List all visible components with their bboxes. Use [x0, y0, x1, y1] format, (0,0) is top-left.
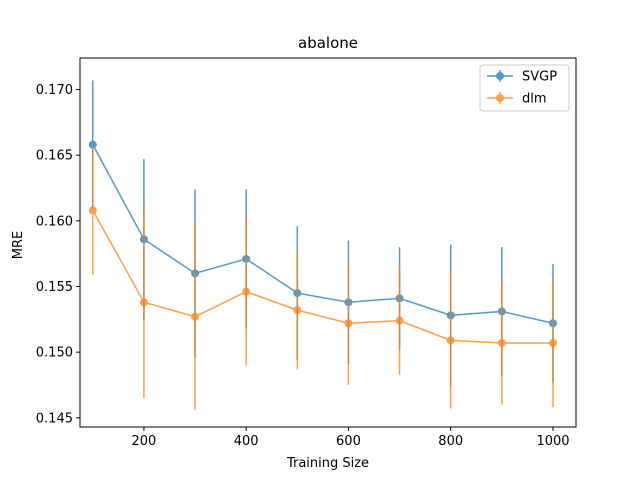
legend-marker-svgp [496, 72, 504, 80]
plot-content [88, 80, 557, 410]
y-tick-label: 0.165 [36, 149, 73, 164]
data-point-dlm [139, 298, 148, 307]
data-point-dlm [88, 206, 97, 215]
axes-frame [79, 57, 577, 428]
data-point-dlm [344, 319, 353, 328]
x-tick-label: 600 [336, 434, 361, 449]
chart-legend: SVGP dlm [479, 64, 570, 112]
legend-label-dlm: dlm [522, 92, 547, 107]
data-point-dlm [293, 306, 302, 315]
legend-entry-svgp [487, 70, 513, 82]
axes-border [79, 57, 577, 428]
x-tick-label: 200 [132, 434, 157, 449]
y-tick-label: 0.170 [36, 83, 73, 98]
data-point-dlm [242, 287, 251, 296]
series-dlm [88, 145, 557, 410]
series-line-svgp [92, 144, 554, 324]
legend-entry-dlm [487, 92, 513, 104]
y-tick-label: 0.155 [36, 280, 73, 295]
data-point-dlm [446, 336, 455, 345]
chart-title: abalone [298, 34, 358, 52]
x-tick-label: 400 [234, 434, 259, 449]
series-line-dlm [92, 209, 553, 344]
x-axis-ticks: 200 400 600 800 1000 [132, 427, 570, 449]
x-axis-label: Training Size [286, 456, 369, 471]
data-point-svgp [88, 140, 97, 149]
x-tick-label: 800 [438, 434, 463, 449]
data-point-dlm [395, 316, 404, 325]
x-tick-label: 1000 [536, 434, 569, 449]
y-tick-label: 0.160 [36, 214, 73, 229]
y-tick-label: 0.145 [36, 411, 73, 426]
data-point-dlm [548, 338, 557, 347]
data-point-dlm [191, 312, 200, 321]
data-point-dlm [497, 338, 506, 347]
y-axis-ticks: 0.145 0.150 0.155 0.160 0.165 0.170 [36, 83, 80, 426]
legend-marker-dlm [496, 94, 504, 102]
y-tick-label: 0.150 [36, 346, 73, 361]
y-axis-label: MRE [11, 231, 26, 259]
legend-label-svgp: SVGP [522, 70, 557, 85]
